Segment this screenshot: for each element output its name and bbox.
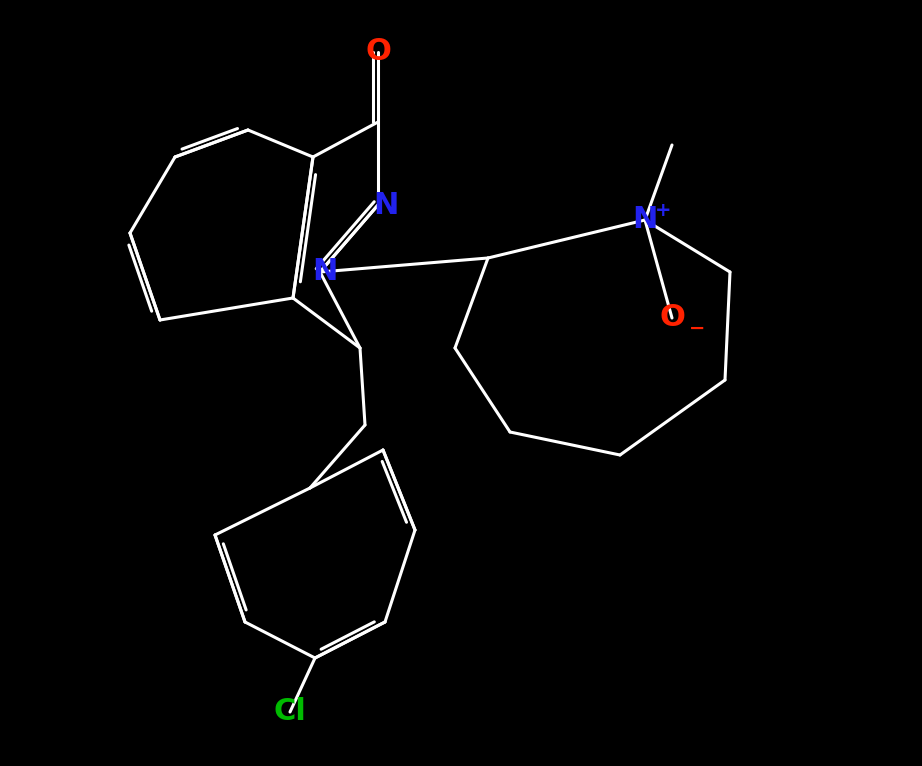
Text: Cl: Cl xyxy=(274,698,306,726)
Text: N: N xyxy=(313,257,337,286)
Text: O: O xyxy=(365,38,391,67)
Text: N: N xyxy=(632,205,657,234)
Text: −: − xyxy=(689,319,705,338)
Text: N: N xyxy=(373,191,398,220)
Text: O: O xyxy=(659,303,685,332)
Text: +: + xyxy=(655,201,671,220)
